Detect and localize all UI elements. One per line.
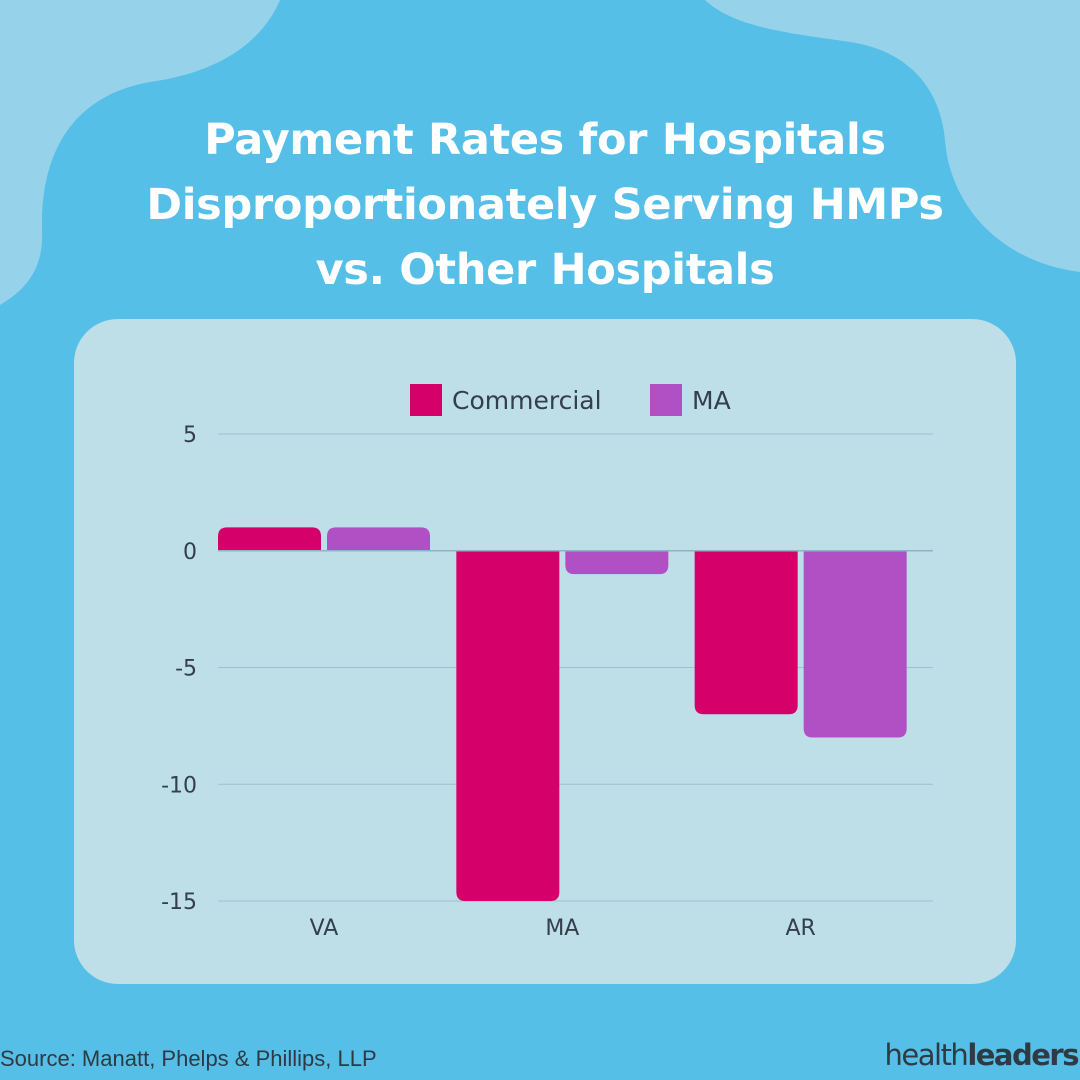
bar-ma-ma bbox=[565, 550, 669, 575]
title-line-2: Disproportionately Serving HMPs bbox=[146, 180, 944, 230]
bar-commercial-va bbox=[218, 527, 321, 551]
healthleaders-logo: healthleaders bbox=[884, 1038, 1080, 1072]
bar-commercial-ar bbox=[694, 550, 798, 715]
bar-ma-ar bbox=[803, 550, 907, 738]
y-tick-label: -10 bbox=[161, 773, 197, 798]
title-line-1: Payment Rates for Hospitals bbox=[204, 115, 886, 165]
legend-swatch bbox=[410, 384, 442, 416]
logo-part-2: leaders bbox=[967, 1038, 1079, 1072]
legend-swatch bbox=[650, 384, 682, 416]
y-tick-label: -5 bbox=[175, 657, 197, 682]
chart-title: Payment Rates for Hospitals Disproportio… bbox=[40, 108, 1050, 303]
source-note: Source: Manatt, Phelps & Phillips, LLP bbox=[0, 1046, 377, 1071]
x-tick-label: MA bbox=[545, 916, 579, 941]
y-tick-label: -15 bbox=[161, 890, 197, 915]
x-tick-label: AR bbox=[785, 916, 815, 941]
title-line-3: vs. Other Hospitals bbox=[315, 245, 775, 295]
bar-commercial-ma bbox=[456, 550, 560, 901]
logo-part-1: health bbox=[884, 1038, 969, 1072]
y-tick-label: 0 bbox=[183, 540, 197, 565]
y-tick-label: 5 bbox=[183, 423, 197, 448]
legend-label: Commercial bbox=[452, 386, 602, 415]
legend-label: MA bbox=[692, 386, 731, 415]
bar-ma-va bbox=[327, 527, 430, 551]
x-tick-label: VA bbox=[310, 916, 339, 941]
